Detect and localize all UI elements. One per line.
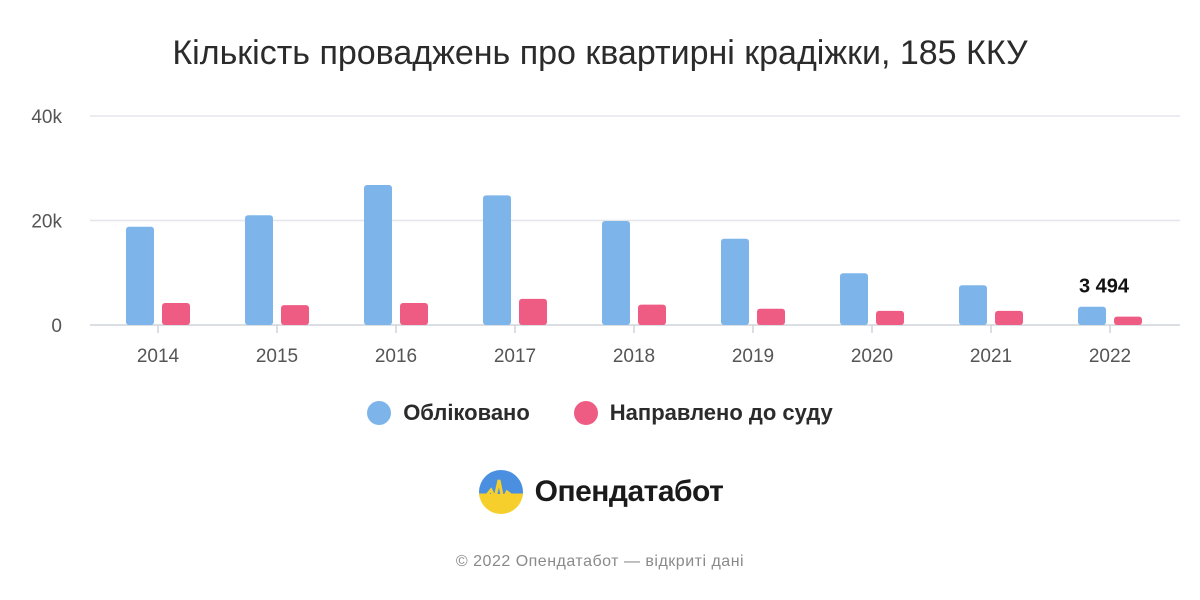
legend-marker-sent-to-court (573, 401, 598, 425)
legend-item-recorded[interactable]: Обліковано (367, 400, 530, 426)
x-tick-label: 2022 (1089, 346, 1131, 367)
bar-recorded-2020[interactable] (840, 273, 868, 325)
legend: Обліковано Направлено до суду (0, 400, 1200, 426)
x-tick-label: 2015 (256, 346, 298, 367)
legend-marker-recorded (367, 401, 392, 425)
bar-chart: 0 20k 40k 2014 2015 2016 2017 2018 2019 2020 2021 2… (31, 107, 1180, 367)
footer-copyright: © 2022 Опендатабот — відкриті дані (455, 553, 745, 570)
y-tick-label: 40k (31, 107, 62, 128)
legend-item-sent-to-court[interactable]: Направлено до суду (573, 400, 833, 426)
brand-logo: Опендатабот (0, 468, 1200, 516)
x-tick-label: 2016 (375, 346, 417, 367)
bar-sent-to-court-2014[interactable] (162, 303, 190, 325)
brand-name: Опендатабот (534, 475, 724, 508)
bar-sent-to-court-2019[interactable] (757, 308, 785, 325)
legend-label-sent-to-court: Направлено до суду (609, 400, 833, 425)
x-tick-label: 2017 (494, 346, 536, 367)
bar-recorded-2016[interactable] (364, 184, 392, 325)
bar-recorded-2015[interactable] (245, 215, 273, 325)
y-tick-label: 0 (51, 316, 62, 337)
bar-sent-to-court-2020[interactable] (876, 310, 904, 325)
bar-sent-to-court-2022[interactable] (1114, 316, 1142, 325)
data-label: 3 494 (1079, 276, 1130, 298)
bar-recorded-2021[interactable] (959, 285, 987, 325)
opendatabot-logo-icon (478, 470, 523, 514)
bar-sent-to-court-2017[interactable] (519, 298, 547, 325)
x-tick-label: 2014 (137, 346, 180, 367)
x-tick-label: 2018 (613, 346, 655, 367)
chart-title: Кількість проваджень про квартирні краді… (172, 34, 1028, 72)
bar-sent-to-court-2016[interactable] (400, 303, 428, 325)
x-tick-label: 2021 (970, 346, 1012, 367)
bar-recorded-2014[interactable] (126, 226, 154, 325)
bar-recorded-2018[interactable] (602, 221, 630, 325)
y-tick-label: 20k (31, 212, 62, 233)
bar-sent-to-court-2015[interactable] (281, 305, 309, 325)
bar-recorded-2022[interactable] (1078, 306, 1106, 325)
x-tick-label: 2020 (851, 346, 893, 367)
legend-label-recorded: Обліковано (403, 400, 530, 425)
bar-recorded-2017[interactable] (483, 195, 511, 325)
bar-sent-to-court-2021[interactable] (995, 310, 1023, 325)
bar-recorded-2019[interactable] (721, 238, 749, 325)
x-tick-label: 2019 (732, 346, 774, 367)
bar-sent-to-court-2018[interactable] (638, 304, 666, 325)
